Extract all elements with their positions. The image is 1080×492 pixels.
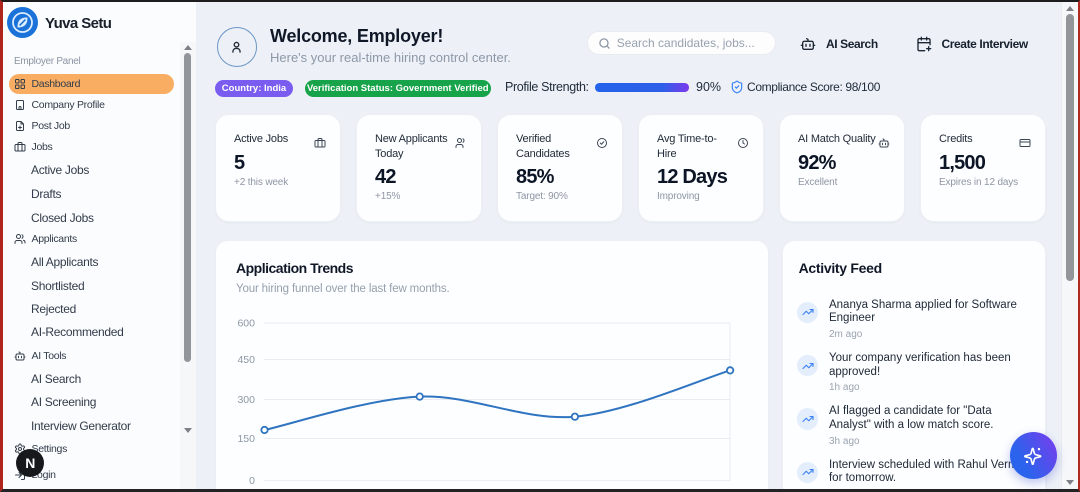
svg-text:450: 450 [237,354,255,366]
svg-text:0: 0 [249,475,255,487]
svg-text:600: 600 [237,317,255,329]
svg-text:150: 150 [237,433,255,445]
svg-text:300: 300 [237,394,255,406]
